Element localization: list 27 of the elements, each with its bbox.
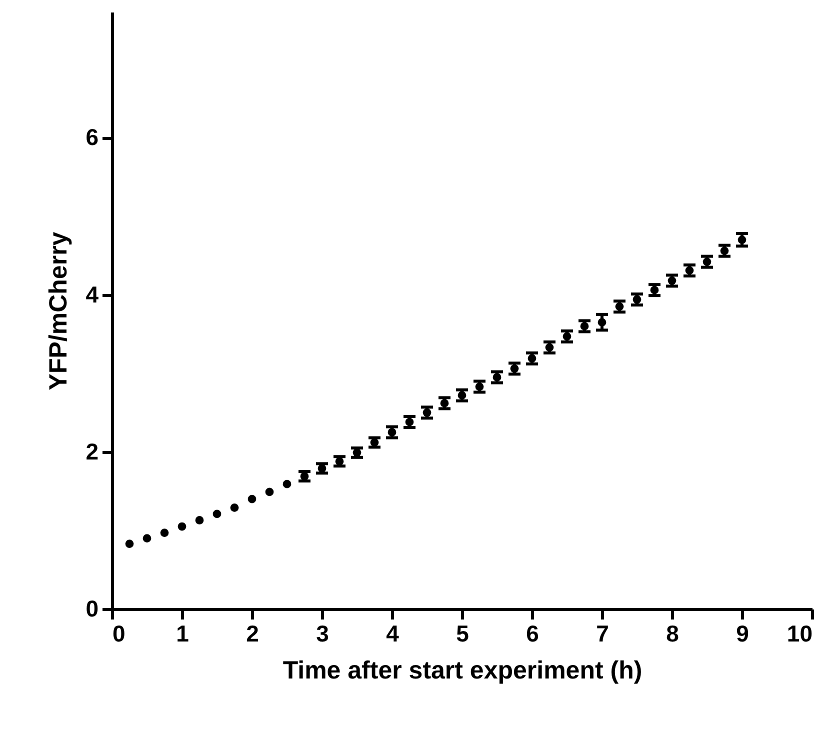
point	[178, 522, 186, 531]
x-tick-label: 10	[786, 620, 812, 646]
point	[230, 503, 239, 512]
x-axis-title: Time after start experiment (h)	[282, 656, 642, 684]
x-tick-label: 0	[112, 620, 126, 646]
point	[248, 494, 256, 504]
x-tick-label: 9	[736, 620, 749, 646]
y-tick-label: 6	[86, 124, 98, 150]
x-tick-label: 4	[386, 620, 400, 646]
x-tick-label: 5	[456, 620, 470, 646]
point	[265, 488, 274, 496]
x-tick-label: 3	[316, 620, 329, 646]
x-tick-label: 7	[596, 620, 609, 646]
point	[142, 534, 152, 542]
point	[160, 528, 169, 537]
x-tick-label: 6	[526, 620, 539, 646]
y-tick-label: 0	[86, 596, 98, 622]
point	[212, 510, 222, 518]
x-tick-label: 1	[176, 620, 190, 646]
x-tick-label: 2	[246, 620, 259, 646]
point	[282, 480, 292, 488]
y-tick-label: 4	[86, 281, 99, 308]
x-tick-label: 8	[666, 620, 680, 646]
point	[195, 516, 204, 524]
point	[125, 540, 134, 548]
y-tick-label: 2	[86, 438, 98, 464]
y-axis-title: YFP/mCherry	[44, 232, 73, 390]
